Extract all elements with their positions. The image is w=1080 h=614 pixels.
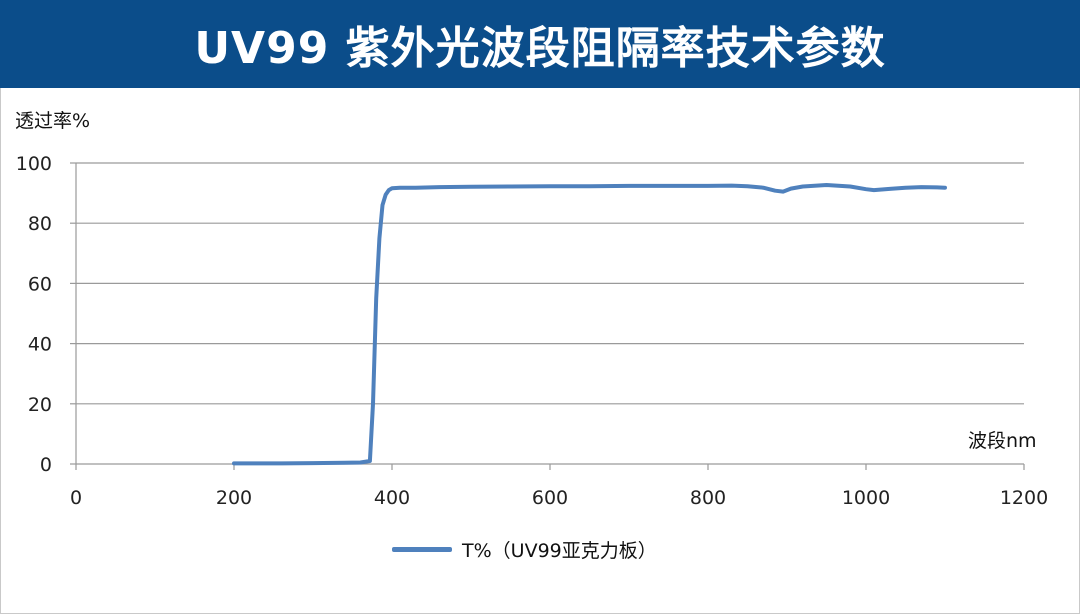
legend: T%（UV99亚克力板） xyxy=(392,536,657,563)
ytick-label-40: 40 xyxy=(28,334,52,356)
grid xyxy=(76,162,1024,405)
x-axis-label: 波段nm xyxy=(968,430,1037,452)
xtick-label-400: 400 xyxy=(374,487,410,509)
ytick-label-80: 80 xyxy=(28,213,52,235)
page-title: UV99 紫外光波段阻隔率技术参数 xyxy=(194,23,886,74)
xtick-label-1000: 1000 xyxy=(842,487,890,509)
ytick-label-60: 60 xyxy=(28,273,52,295)
xtick-label-600: 600 xyxy=(532,487,568,509)
xtick-label-0: 0 xyxy=(70,487,82,509)
xtick-label-200: 200 xyxy=(216,487,252,509)
series-group xyxy=(232,183,947,466)
ytick-label-20: 20 xyxy=(28,394,52,416)
ytick-label-100: 100 xyxy=(16,153,52,175)
xtick-label-1200: 1200 xyxy=(1000,487,1048,509)
axes xyxy=(70,162,1025,470)
xtick-label-800: 800 xyxy=(690,487,726,509)
legend-swatch xyxy=(392,547,452,552)
y-axis-label: 透过率% xyxy=(15,110,91,132)
series-line-0 xyxy=(232,183,947,466)
legend-label: T%（UV99亚克力板） xyxy=(462,540,657,562)
ytick-label-0: 0 xyxy=(40,454,52,476)
title-banner: UV99 紫外光波段阻隔率技术参数 xyxy=(0,0,1080,88)
